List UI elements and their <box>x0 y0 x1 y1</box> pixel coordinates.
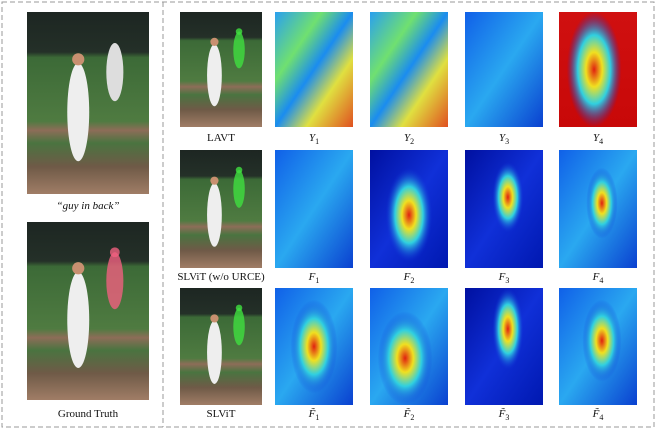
player-front <box>207 183 222 247</box>
map-bg <box>370 12 448 127</box>
photo <box>180 288 262 405</box>
caption: Ground Truth <box>58 408 119 420</box>
feature-map <box>370 288 448 405</box>
page: {"left": {"query": "“guy in back”", "gro… <box>0 0 656 434</box>
player-back <box>233 308 244 345</box>
feature-map <box>465 150 543 268</box>
player-head <box>210 177 218 185</box>
player-front <box>207 44 222 106</box>
map-label: F3 <box>498 271 510 285</box>
player-head <box>210 38 218 46</box>
map-index: 4 <box>599 413 603 422</box>
map-blob <box>582 300 621 382</box>
caption: LAVT <box>207 132 235 144</box>
caption: SLViT (w/o URCE) <box>177 271 265 283</box>
feature-map <box>275 12 353 127</box>
player-front <box>207 321 222 384</box>
map-index: 4 <box>599 276 603 285</box>
player-back <box>106 43 123 101</box>
map-bg <box>465 12 543 127</box>
map-index: 3 <box>505 137 509 146</box>
feature-map <box>465 12 543 127</box>
player-head <box>210 314 218 322</box>
map-index: 2 <box>410 413 414 422</box>
mask-head <box>110 247 120 257</box>
player-back <box>233 170 244 208</box>
map-index: 2 <box>410 137 414 146</box>
feature-map <box>559 150 637 268</box>
feature-map <box>559 12 637 127</box>
mask-head <box>236 28 243 35</box>
map-label: F4 <box>592 271 604 285</box>
map-blob <box>492 288 523 370</box>
feature-map <box>559 288 637 405</box>
map-label: F̃1 <box>308 407 320 422</box>
map-blob <box>378 311 433 405</box>
map-blob <box>586 168 617 239</box>
map-index: 2 <box>410 276 414 285</box>
map-blob <box>567 12 622 127</box>
map-label: Y3 <box>499 132 509 146</box>
map-index: 1 <box>315 413 319 422</box>
photo <box>27 12 149 194</box>
feature-map <box>370 12 448 127</box>
player-front <box>67 63 89 161</box>
map-label: Y2 <box>404 132 414 146</box>
map-bg <box>275 12 353 127</box>
map-index: 3 <box>505 276 509 285</box>
map-label: F̃2 <box>403 407 415 422</box>
player-head <box>72 262 84 274</box>
feature-map <box>370 150 448 268</box>
map-label: F1 <box>308 271 320 285</box>
feature-map <box>465 288 543 405</box>
photo <box>180 150 262 268</box>
caption: “guy in back” <box>57 200 120 212</box>
map-blob <box>291 300 338 394</box>
player-back <box>106 252 123 309</box>
map-label: F2 <box>403 271 415 285</box>
map-index: 4 <box>599 137 603 146</box>
caption: SLViT <box>207 408 236 420</box>
map-index: 3 <box>505 413 509 422</box>
map-label: Y1 <box>309 132 319 146</box>
map-label: F̃4 <box>592 407 604 422</box>
mask-head <box>236 305 243 312</box>
map-label: Y4 <box>593 132 603 146</box>
photo <box>180 12 262 127</box>
mask-head <box>236 167 243 174</box>
feature-map <box>275 150 353 268</box>
player-back <box>233 32 244 69</box>
figure: “guy in back” Ground Truth LAVT Y1 Y2 Y3 Y4 SLV… <box>0 0 656 429</box>
map-blob <box>386 168 433 262</box>
map-index: 1 <box>315 276 319 285</box>
photo <box>27 222 149 400</box>
map-label: F̃3 <box>498 407 510 422</box>
player-head <box>72 53 84 65</box>
player-front <box>67 272 89 368</box>
map-bg <box>275 150 353 268</box>
map-blob <box>492 162 523 233</box>
feature-map <box>275 288 353 405</box>
map-index: 1 <box>315 137 319 146</box>
